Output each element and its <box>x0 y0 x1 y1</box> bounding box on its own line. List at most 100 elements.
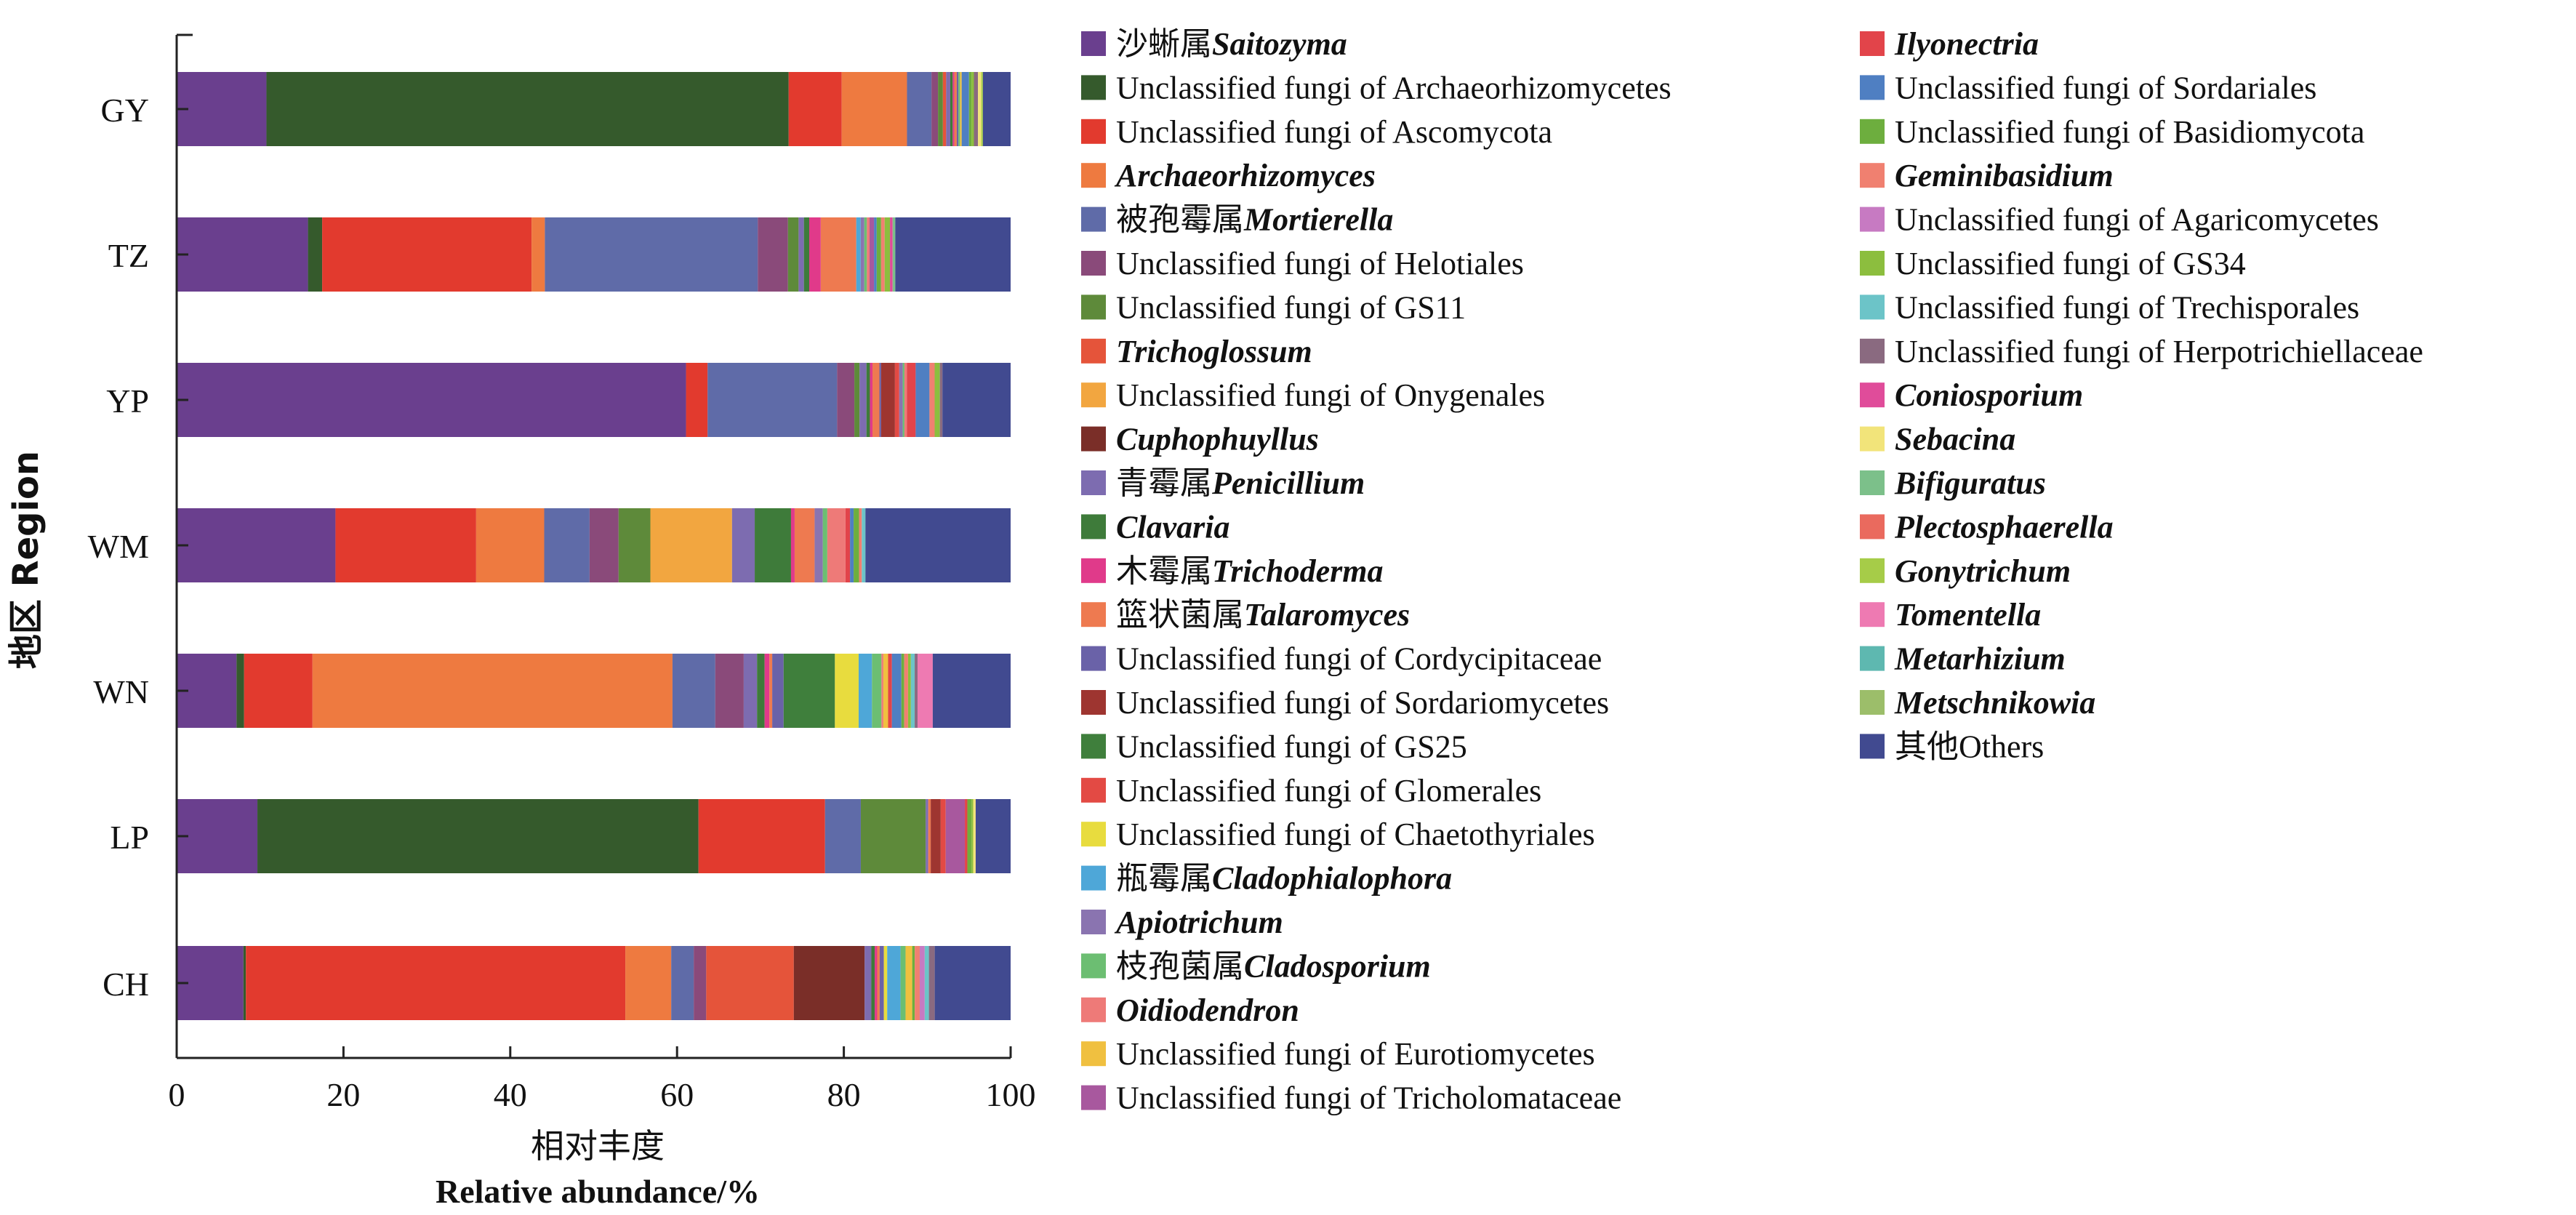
legend-item-gonytrichum: Gonytrichum <box>1860 553 2071 589</box>
bar-segment-tz-unclassified-fungi-of-ascomycota <box>322 217 532 292</box>
legend-item-unclassified-fungi-of-eurotiomycetes: Unclassified fungi of Eurotiomycetes <box>1081 1036 1595 1072</box>
legend-swatch <box>1081 382 1106 408</box>
bar-segment-wm-ilyonectria <box>845 508 851 582</box>
bar-segment-wn-clavaria <box>757 654 765 728</box>
bar-segment-tz-oidiodendron <box>867 217 870 292</box>
x-axis-title-en: Relative abundance/% <box>436 1173 760 1210</box>
bar-segment-tz-unclassified-fungi-of-sordariales <box>874 217 877 292</box>
bar-segment-ch-unclassified-fungi-of-herpotrichiellaceae <box>928 946 935 1020</box>
legend-item-unclassified-fungi-of-gs34: Unclassified fungi of GS34 <box>1860 246 2246 281</box>
legend-label: Unclassified fungi of Helotiales <box>1116 246 1524 281</box>
legend-label: Plectosphaerella <box>1894 509 2114 545</box>
bar-segment-lp-saitozyma <box>177 799 258 873</box>
bar-segment-wm-unclassified-fungi-of-basidiomycota <box>854 508 859 582</box>
y-tick-label-ch: CH <box>103 966 149 1003</box>
legend-label: Unclassified fungi of GS11 <box>1116 289 1466 325</box>
legend-item-metarhizium: Metarhizium <box>1860 641 2066 677</box>
legend-label: Metschnikowia <box>1894 685 2095 721</box>
legend-swatch <box>1860 690 1885 715</box>
bar-segment-wn-unclassified-fungi-of-herpotrichiellaceae <box>915 654 918 728</box>
y-tick-label-wn: WN <box>93 673 149 710</box>
bar-segment-lp-unclassified-fungi-of-basidiomycota <box>967 799 972 873</box>
bar-segment-yp-unclassified-fungi-of-sordariales <box>915 363 930 437</box>
legend-label: Sebacina <box>1895 422 2015 457</box>
legend-item-unclassified-fungi-of-basidiomycota: Unclassified fungi of Basidiomycota <box>1860 114 2364 150</box>
bar-segment-lp-unclassified-fungi-of-gs34 <box>971 799 974 873</box>
legend-swatch <box>1081 426 1106 452</box>
bar-segment-wm-geminibasidium <box>859 508 862 582</box>
bar-segment-tz-unclassified-fungi-of-tricholomataceae <box>869 217 875 292</box>
legend-item-apiotrichum: Apiotrichum <box>1081 905 1283 940</box>
legend-swatch <box>1081 558 1106 583</box>
legend-label: Coniosporium <box>1895 377 2083 413</box>
bar-segment-yp-others <box>942 363 1011 437</box>
bar-segment-wn-trichoderma <box>764 654 770 728</box>
bar-segment-ch-penicillium <box>864 946 872 1020</box>
x-tick-label: 0 <box>169 1076 185 1113</box>
bar-segment-ch-unclassified-fungi-of-basidiomycota <box>912 946 915 1020</box>
bar-segment-lp-unclassified-fungi-of-archaeorhizomycetes <box>257 799 699 873</box>
bar-segment-yp-saitozyma <box>177 363 686 437</box>
bar-segment-wn-unclassified-fungi-of-cordycipitaceae <box>772 654 784 728</box>
legend-label: 瓶霉属Cladophialophora <box>1116 860 1452 897</box>
bar-segment-gy-archaeorhizomyces <box>841 72 907 146</box>
legend-label: Unclassified fungi of Herpotrichiellacea… <box>1895 334 2423 369</box>
bar-segment-lp-ilyonectria <box>965 799 968 873</box>
legend-label: 沙蜥属Saitozyma <box>1116 25 1347 63</box>
bar-segment-tz-bifiguratus <box>892 217 896 292</box>
bar-segment-lp-mortierella <box>824 799 861 873</box>
bar-segment-wn-cladophialophora <box>858 654 872 728</box>
legend-item-clavaria: Clavaria <box>1081 509 1229 545</box>
bar-segment-gy-saitozyma <box>177 72 267 146</box>
bar-segment-yp-unclassified-fungi-of-gs34 <box>934 363 940 437</box>
bar-segment-ch-archaeorhizomyces <box>625 946 672 1020</box>
bar-segment-tz-cladosporium <box>864 217 867 292</box>
bar-segment-lp-unclassified-fungi-of-gs11 <box>860 799 926 873</box>
legend-swatch <box>1860 646 1885 671</box>
bar-segment-tz-cladophialophora <box>856 217 861 292</box>
bar-segment-ch-unclassified-fungi-of-eurotiomycetes <box>905 946 912 1020</box>
legend-item-unclassified-fungi-of-trechisporales: Unclassified fungi of Trechisporales <box>1860 289 2359 325</box>
legend-label: Unclassified fungi of Eurotiomycetes <box>1116 1036 1595 1072</box>
y-tick-label-tz: TZ <box>108 237 149 274</box>
x-tick-label: 60 <box>660 1076 694 1113</box>
legend-item-trichoderma: 木霉属Trichoderma <box>1081 553 1383 590</box>
bar-segment-ch-cladosporium <box>900 946 906 1020</box>
y-tick-label-gy: GY <box>101 92 149 129</box>
y-tick-label-wm: WM <box>88 528 149 565</box>
bar-segment-tz-geminibasidium <box>880 217 885 292</box>
legend-swatch <box>1860 75 1885 100</box>
bar-segment-lp-unclassified-fungi-of-tricholomataceae <box>945 799 966 873</box>
bar-segment-wm-apiotrichum <box>814 508 823 582</box>
legend-label: Unclassified fungi of Onygenales <box>1116 377 1545 413</box>
bar-segment-wn-unclassified-fungi-of-sordariales <box>891 654 902 728</box>
legend-label: Archaeorhizomyces <box>1114 158 1376 193</box>
bar-segment-wm-saitozyma <box>177 508 336 582</box>
bar-segment-lp-unclassified-fungi-of-glomerales <box>940 799 946 873</box>
bar-segment-tz-clavaria <box>803 217 810 292</box>
legend-swatch <box>1860 514 1885 540</box>
legend-label: Unclassified fungi of Trechisporales <box>1895 289 2359 325</box>
bar-segment-gy-unclassified-fungi-of-cordycipitaceae <box>956 72 959 146</box>
bar-segment-ch-others <box>934 946 1011 1020</box>
bar-segment-tz-apiotrichum <box>860 217 864 292</box>
legend-label: 枝孢菌属Cladosporium <box>1116 947 1431 985</box>
bar-segment-lp-talaromyces <box>928 799 931 873</box>
legend-item-metschnikowia: Metschnikowia <box>1860 685 2095 721</box>
bar-segment-yp-ilyonectria <box>907 363 916 437</box>
bar-segment-yp-oidiodendron <box>904 363 907 437</box>
legend-item-bifiguratus: Bifiguratus <box>1860 465 2046 501</box>
legend-label: Unclassified fungi of Archaeorhizomycete… <box>1116 70 1672 105</box>
bar-segment-gy-unclassified-fungi-of-gs11 <box>938 72 943 146</box>
axes: GY TZ YP WM WN LP CH 0 20 40 60 80 100 相对丰度 Relative a… <box>6 33 1036 1210</box>
bar-segment-ch-talaromyces <box>877 946 880 1020</box>
bar-segment-ch-cladophialophora <box>887 946 901 1020</box>
legend-swatch <box>1860 602 1885 627</box>
legend-swatch <box>1860 31 1885 56</box>
bar-segment-yp-unclassified-fungi-of-herpotrichiellaceae <box>939 363 943 437</box>
bar-segment-wm-others <box>865 508 1011 582</box>
legend-label: Ilyonectria <box>1894 26 2039 62</box>
legend-swatch <box>1081 777 1106 803</box>
legend-swatch <box>1860 382 1885 408</box>
bar-segment-gy-unclassified-fungi-of-ascomycota <box>788 72 842 146</box>
